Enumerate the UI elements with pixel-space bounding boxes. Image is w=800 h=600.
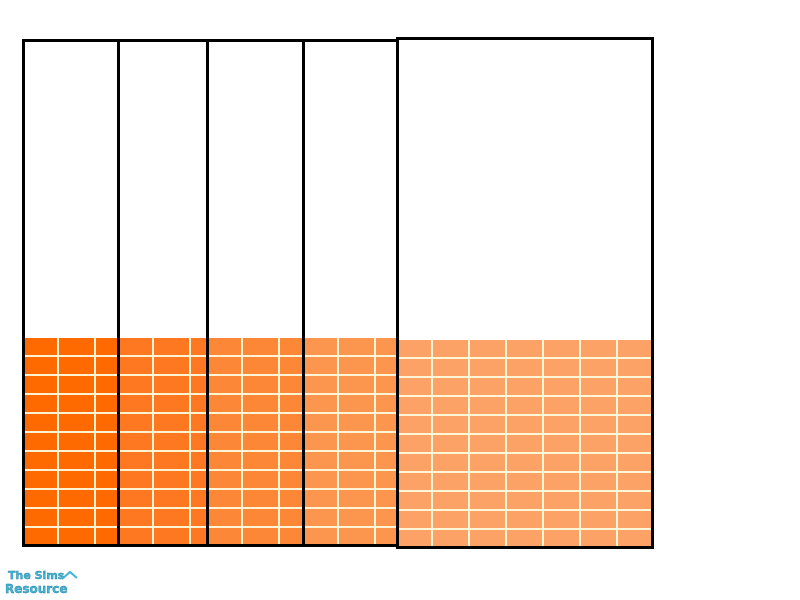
tile-wainscot-1 <box>25 338 118 544</box>
wall-panel-3 <box>206 39 306 547</box>
wall-panel-4 <box>302 39 400 547</box>
svg-text:Resource: Resource <box>5 582 67 596</box>
tile-wainscot-3 <box>209 338 303 544</box>
svg-text:The Sims: The Sims <box>8 569 65 582</box>
tile-wainscot-2 <box>120 338 207 544</box>
wall-panel-5 <box>396 37 654 549</box>
wall-panel-2 <box>117 39 210 547</box>
tile-wainscot-5 <box>399 340 651 546</box>
tile-wainscot-4 <box>305 338 397 544</box>
sims-resource-logo: The Sims Resource <box>5 569 78 596</box>
wall-panel-1 <box>22 39 121 547</box>
